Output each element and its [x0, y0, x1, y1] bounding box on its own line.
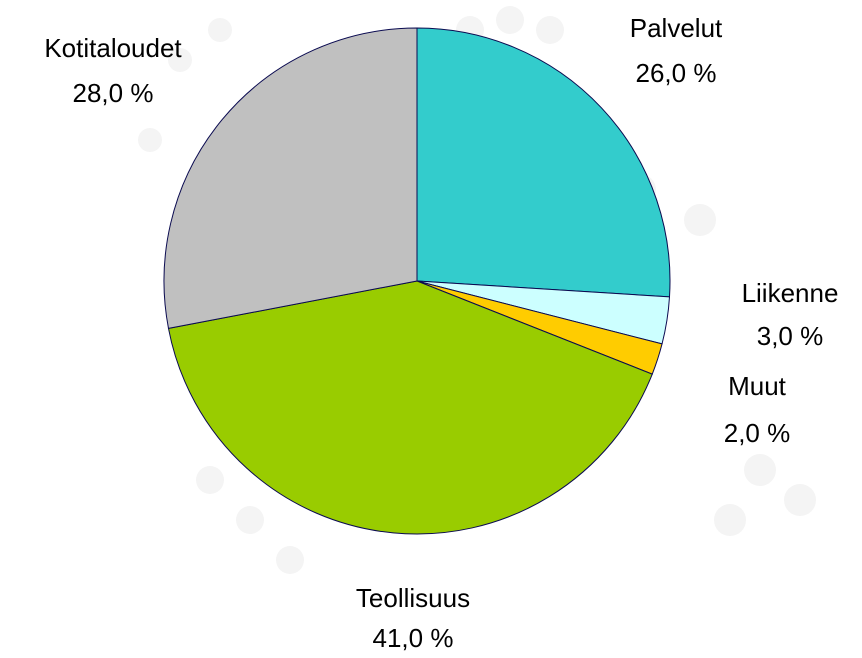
slice-label: Kotitaloudet [44, 33, 182, 63]
slice-value-label: 2,0 % [724, 418, 791, 448]
slice-value-label: 28,0 % [73, 78, 154, 108]
pie-slice [167, 280, 653, 535]
slice-value-label: 26,0 % [636, 58, 717, 88]
labels: Palvelut 26,0 % Liikenne 3,0 % Muut 2,0 % Teol… [44, 13, 838, 653]
slice-value-label: 41,0 % [373, 623, 454, 653]
pie-slice [163, 27, 418, 329]
slice-label: Teollisuus [356, 583, 470, 613]
slice-label: Palvelut [630, 13, 723, 43]
pie-slice [416, 27, 671, 298]
slice-label: Muut [728, 371, 787, 401]
slice-label: Liikenne [742, 278, 839, 308]
slice-value-label: 3,0 % [757, 321, 824, 351]
pie [163, 27, 671, 535]
